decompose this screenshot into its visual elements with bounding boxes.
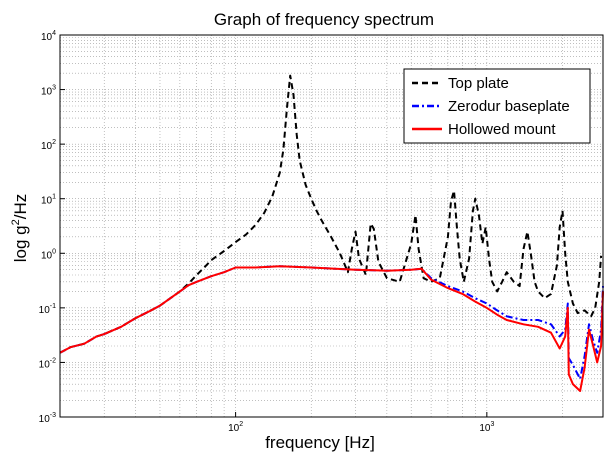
y-tick-label: 101	[41, 194, 56, 207]
ticks: 102 103 10-3 10-2 10-1 100 101 102 103 104	[39, 30, 495, 434]
y-tick-label: 104	[41, 30, 56, 43]
y-axis-label: log g2/Hz	[10, 194, 30, 263]
y-tick-label: 10-1	[39, 303, 56, 316]
y-tick-label: 10-3	[39, 412, 56, 425]
series-layer	[59, 74, 604, 392]
y-axis-label-main: log g	[11, 225, 30, 262]
legend-label-2: Hollowed mount	[448, 121, 556, 138]
x-tick-label: 102	[228, 421, 243, 434]
x-tick-label: 103	[479, 421, 494, 434]
y-axis-label-exp: 2	[10, 219, 22, 225]
plot-frame	[59, 34, 604, 418]
legend-box	[403, 68, 591, 144]
y-tick-label: 103	[41, 85, 56, 98]
series-line-2	[59, 265, 604, 392]
y-axis-label-rest: /Hz	[11, 194, 30, 220]
legend-label-0: Top plate	[448, 75, 509, 92]
y-tick-label: 100	[41, 248, 56, 261]
y-tick-label: 10-2	[39, 357, 56, 370]
legend-label-1: Zerodur baseplate	[448, 98, 570, 115]
series-line-0	[59, 74, 603, 354]
y-tick-label: 102	[41, 139, 56, 152]
x-axis-label: frequency [Hz]	[265, 433, 375, 452]
chart-title: Graph of frequency spectrum	[214, 10, 434, 29]
legend: Top plate Zerodur baseplate Hollowed mount	[403, 68, 591, 144]
